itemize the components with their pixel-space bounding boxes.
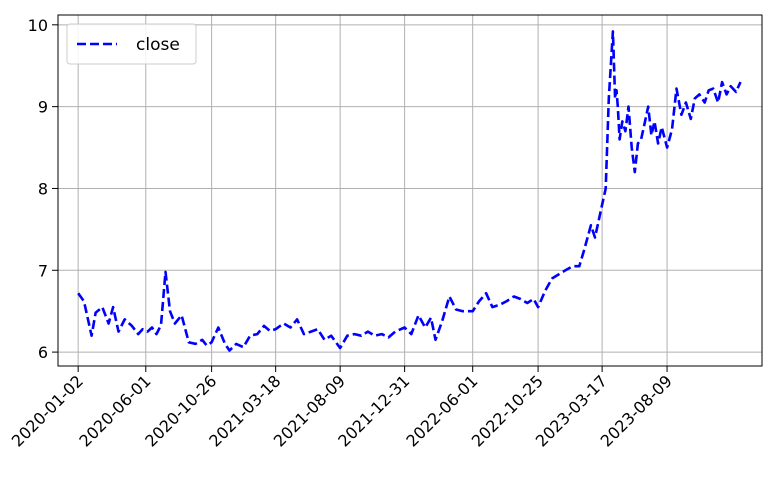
series-line-close xyxy=(77,30,742,352)
grid-lines xyxy=(58,15,762,366)
y-tick-label: 7 xyxy=(38,261,48,280)
legend-box xyxy=(66,23,197,65)
series-layer xyxy=(77,30,742,352)
legend-label-close: close xyxy=(136,35,180,55)
y-tick-label: 10 xyxy=(28,16,48,35)
y-axis: 6 7 8 9 10 xyxy=(28,16,58,362)
y-tick-label: 8 xyxy=(38,179,48,198)
y-tick-label: 6 xyxy=(38,343,48,362)
legend: close xyxy=(66,23,197,65)
y-tick-label: 9 xyxy=(38,98,48,117)
plot-frame xyxy=(57,14,763,367)
